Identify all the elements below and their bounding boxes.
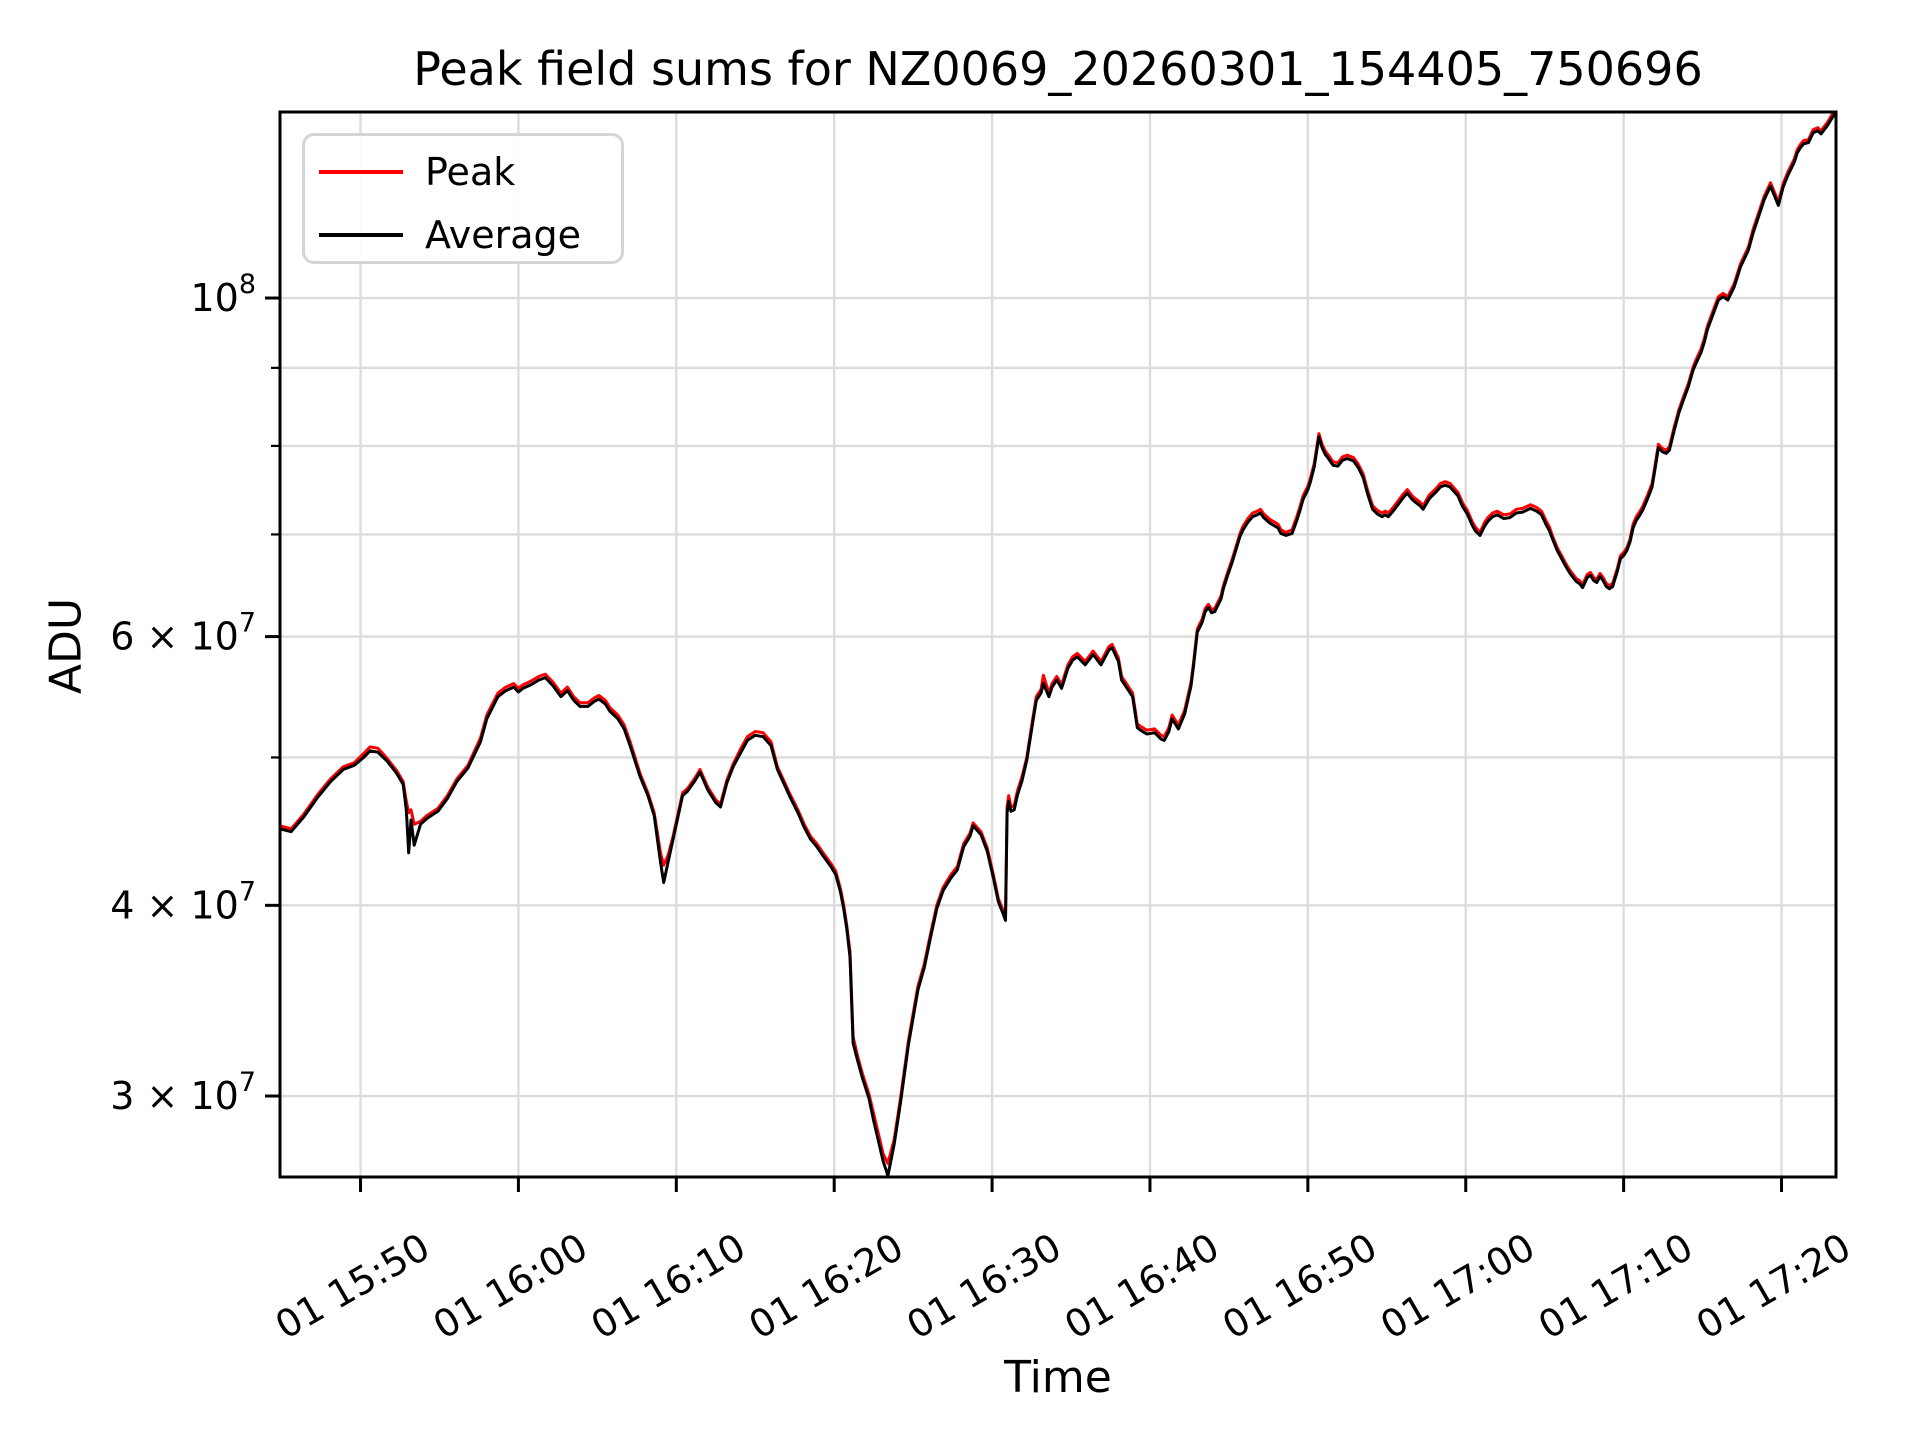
x-axis-label: Time xyxy=(1004,1352,1112,1403)
y-tick-label: 3 × 107 xyxy=(110,1067,256,1118)
legend: Peak Average xyxy=(302,133,624,264)
axes-spines xyxy=(278,110,1838,1179)
y-axis-label: ADU xyxy=(40,597,92,695)
legend-item-average: Average xyxy=(305,210,581,260)
y-tick-label: 4 × 107 xyxy=(110,876,256,927)
gridlines xyxy=(280,112,1836,1177)
average-line-swatch xyxy=(319,233,403,237)
y-tick-label: 108 xyxy=(190,269,256,320)
legend-item-peak: Peak xyxy=(305,147,515,197)
y-tick-label: 6 × 107 xyxy=(110,608,256,659)
legend-label-average: Average xyxy=(425,213,582,257)
average-line xyxy=(280,112,1836,1177)
series-group xyxy=(280,112,1836,1177)
peak-line-swatch xyxy=(319,170,403,174)
chart-title: Peak field sums for NZ0069_20260301_1544… xyxy=(413,42,1703,96)
legend-label-peak: Peak xyxy=(425,150,516,194)
